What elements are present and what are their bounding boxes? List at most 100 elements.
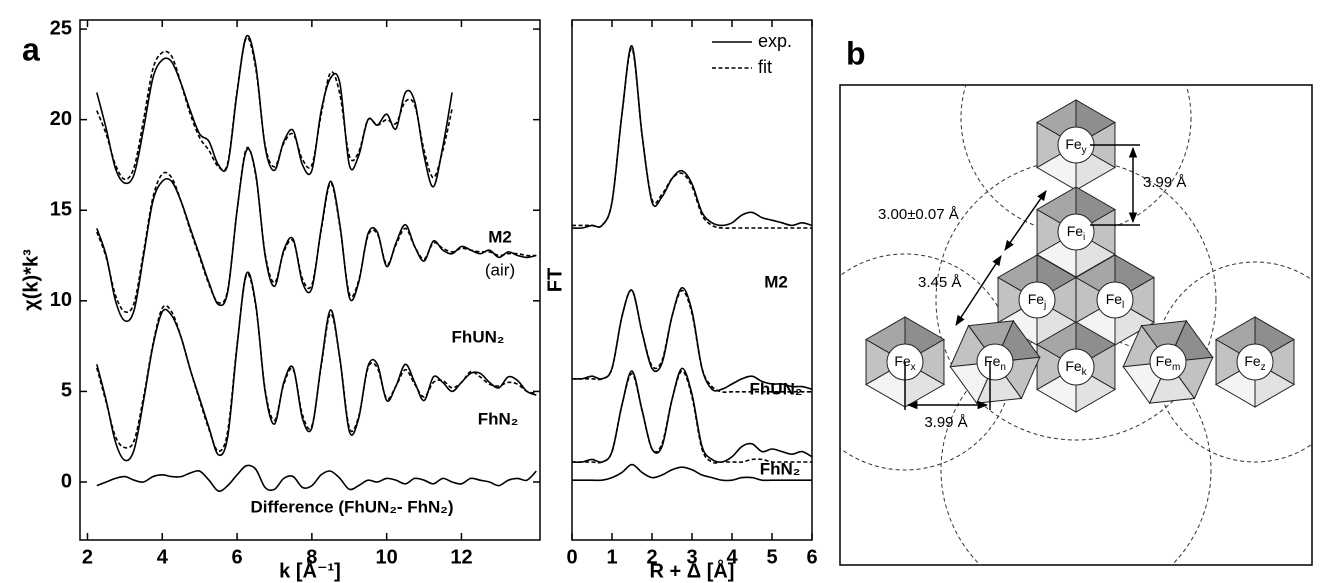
series-line — [96, 148, 537, 323]
x-tick-label: 5 — [766, 546, 777, 568]
atom-label-sub: x — [911, 362, 916, 373]
octahedron: Fey — [1036, 99, 1116, 191]
series-line — [96, 464, 537, 493]
octahedron: Fei — [1036, 186, 1116, 278]
y-axis-label: FT — [544, 268, 566, 292]
octahedron: Fej — [997, 254, 1077, 346]
atom — [1149, 343, 1187, 381]
atom-label-main: Fe — [1244, 353, 1261, 369]
curve-label: FhN₂ — [760, 459, 801, 478]
octahedron: Fel — [1075, 254, 1155, 346]
atom-label-main: Fe — [1067, 223, 1084, 239]
series-line — [572, 47, 812, 229]
atom-label-sub: i — [1083, 232, 1085, 243]
curve-label: FhUN₂ — [452, 327, 505, 346]
atom — [1057, 213, 1095, 251]
octahedron: Fen — [949, 319, 1041, 405]
atom-label-sub: l — [1122, 300, 1124, 311]
legend-label: exp. — [758, 31, 792, 51]
atom-label: Fex — [894, 353, 915, 373]
atom-label-main: Fe — [1028, 291, 1045, 307]
x-tick-label: 6 — [232, 546, 243, 568]
curve-label: (air) — [485, 260, 515, 279]
distance-label: 3.45 Å — [918, 274, 961, 291]
atom-label-sub: j — [1043, 300, 1046, 311]
atom — [1057, 348, 1095, 386]
atom-label-main: Fe — [1156, 353, 1173, 369]
atom-label: Fej — [1028, 291, 1047, 311]
panel-label: b — [846, 35, 866, 71]
x-tick-label: 2 — [646, 546, 657, 568]
curve-label: FhUN₂ — [750, 379, 803, 398]
series-line — [96, 146, 537, 313]
atom — [1018, 281, 1056, 319]
guide-circle — [960, 85, 1192, 234]
atom-label-sub: y — [1082, 145, 1087, 156]
distance-label: 3.99 Å — [924, 414, 967, 431]
series-line — [96, 273, 537, 453]
series-line — [572, 370, 812, 464]
plot-frame — [79, 19, 541, 541]
guide-circle — [940, 334, 1212, 565]
atom-label-sub: z — [1261, 362, 1266, 373]
y-tick-label: 25 — [50, 17, 72, 39]
atom-label: Fen — [984, 353, 1006, 373]
panel-label: a — [22, 31, 40, 67]
y-tick-label: 0 — [61, 470, 72, 492]
x-tick-label: 3 — [686, 546, 697, 568]
distance-arrow — [955, 255, 1002, 326]
atom-label: Fei — [1067, 223, 1086, 243]
curve-label: FhN₂ — [478, 409, 519, 428]
x-tick-label: 2 — [82, 546, 93, 568]
y-tick-label: 5 — [61, 380, 72, 402]
curve-label: Difference (FhUN₂- FhN₂) — [250, 497, 453, 516]
x-axis-label: R + Δ [Å] — [650, 558, 735, 582]
curve-label: M2 — [488, 227, 512, 246]
atom — [1096, 281, 1134, 319]
series-line — [96, 271, 537, 462]
x-tick-label: 1 — [606, 546, 617, 568]
atom-label-main: Fe — [1106, 291, 1123, 307]
y-tick-label: 10 — [50, 289, 72, 311]
series-line — [571, 287, 813, 392]
octahedron: Fek — [1036, 321, 1116, 413]
x-tick-label: 0 — [566, 546, 577, 568]
octahedron: Fem — [1122, 319, 1214, 405]
distance-label: 3.00±0.07 Å — [878, 206, 959, 223]
atom-label-sub: k — [1082, 367, 1088, 378]
series-line — [96, 34, 453, 188]
atom-label-main: Fe — [1065, 136, 1082, 152]
atom-label: Fek — [1065, 358, 1087, 378]
x-tick-label: 8 — [306, 546, 317, 568]
octahedron-face — [1140, 320, 1188, 363]
series-line — [96, 36, 453, 181]
atom-label-main: Fe — [1065, 358, 1082, 374]
atom-label: Fem — [1156, 353, 1181, 373]
y-tick-label: 20 — [50, 108, 72, 130]
octahedron: Fex — [865, 316, 945, 408]
series-line — [572, 289, 812, 393]
atom-label-sub: m — [1172, 362, 1180, 373]
atom-label: Fey — [1065, 136, 1086, 156]
atom-label-main: Fe — [894, 353, 911, 369]
x-tick-label: 10 — [376, 546, 398, 568]
x-axis-label: k [Å⁻¹] — [279, 558, 341, 582]
series-line — [571, 45, 813, 229]
guide-circle — [1154, 261, 1312, 463]
series-line — [572, 463, 812, 482]
atom-label-main: Fe — [984, 353, 1001, 369]
y-tick-label: 15 — [50, 199, 72, 221]
atom-label: Fez — [1244, 353, 1265, 373]
octahedron: Fez — [1215, 316, 1295, 408]
x-tick-label: 4 — [157, 546, 169, 568]
x-tick-label: 12 — [450, 546, 472, 568]
y-axis-label: χ(k)*k³ — [20, 249, 42, 311]
atom — [976, 343, 1014, 381]
atom — [1236, 343, 1274, 381]
legend-label: fit — [758, 57, 772, 77]
distance-label: 3.99 Å — [1143, 174, 1186, 191]
atom-label: Fel — [1106, 291, 1125, 311]
x-tick-label: 6 — [806, 546, 817, 568]
distance-arrow — [1004, 190, 1047, 251]
